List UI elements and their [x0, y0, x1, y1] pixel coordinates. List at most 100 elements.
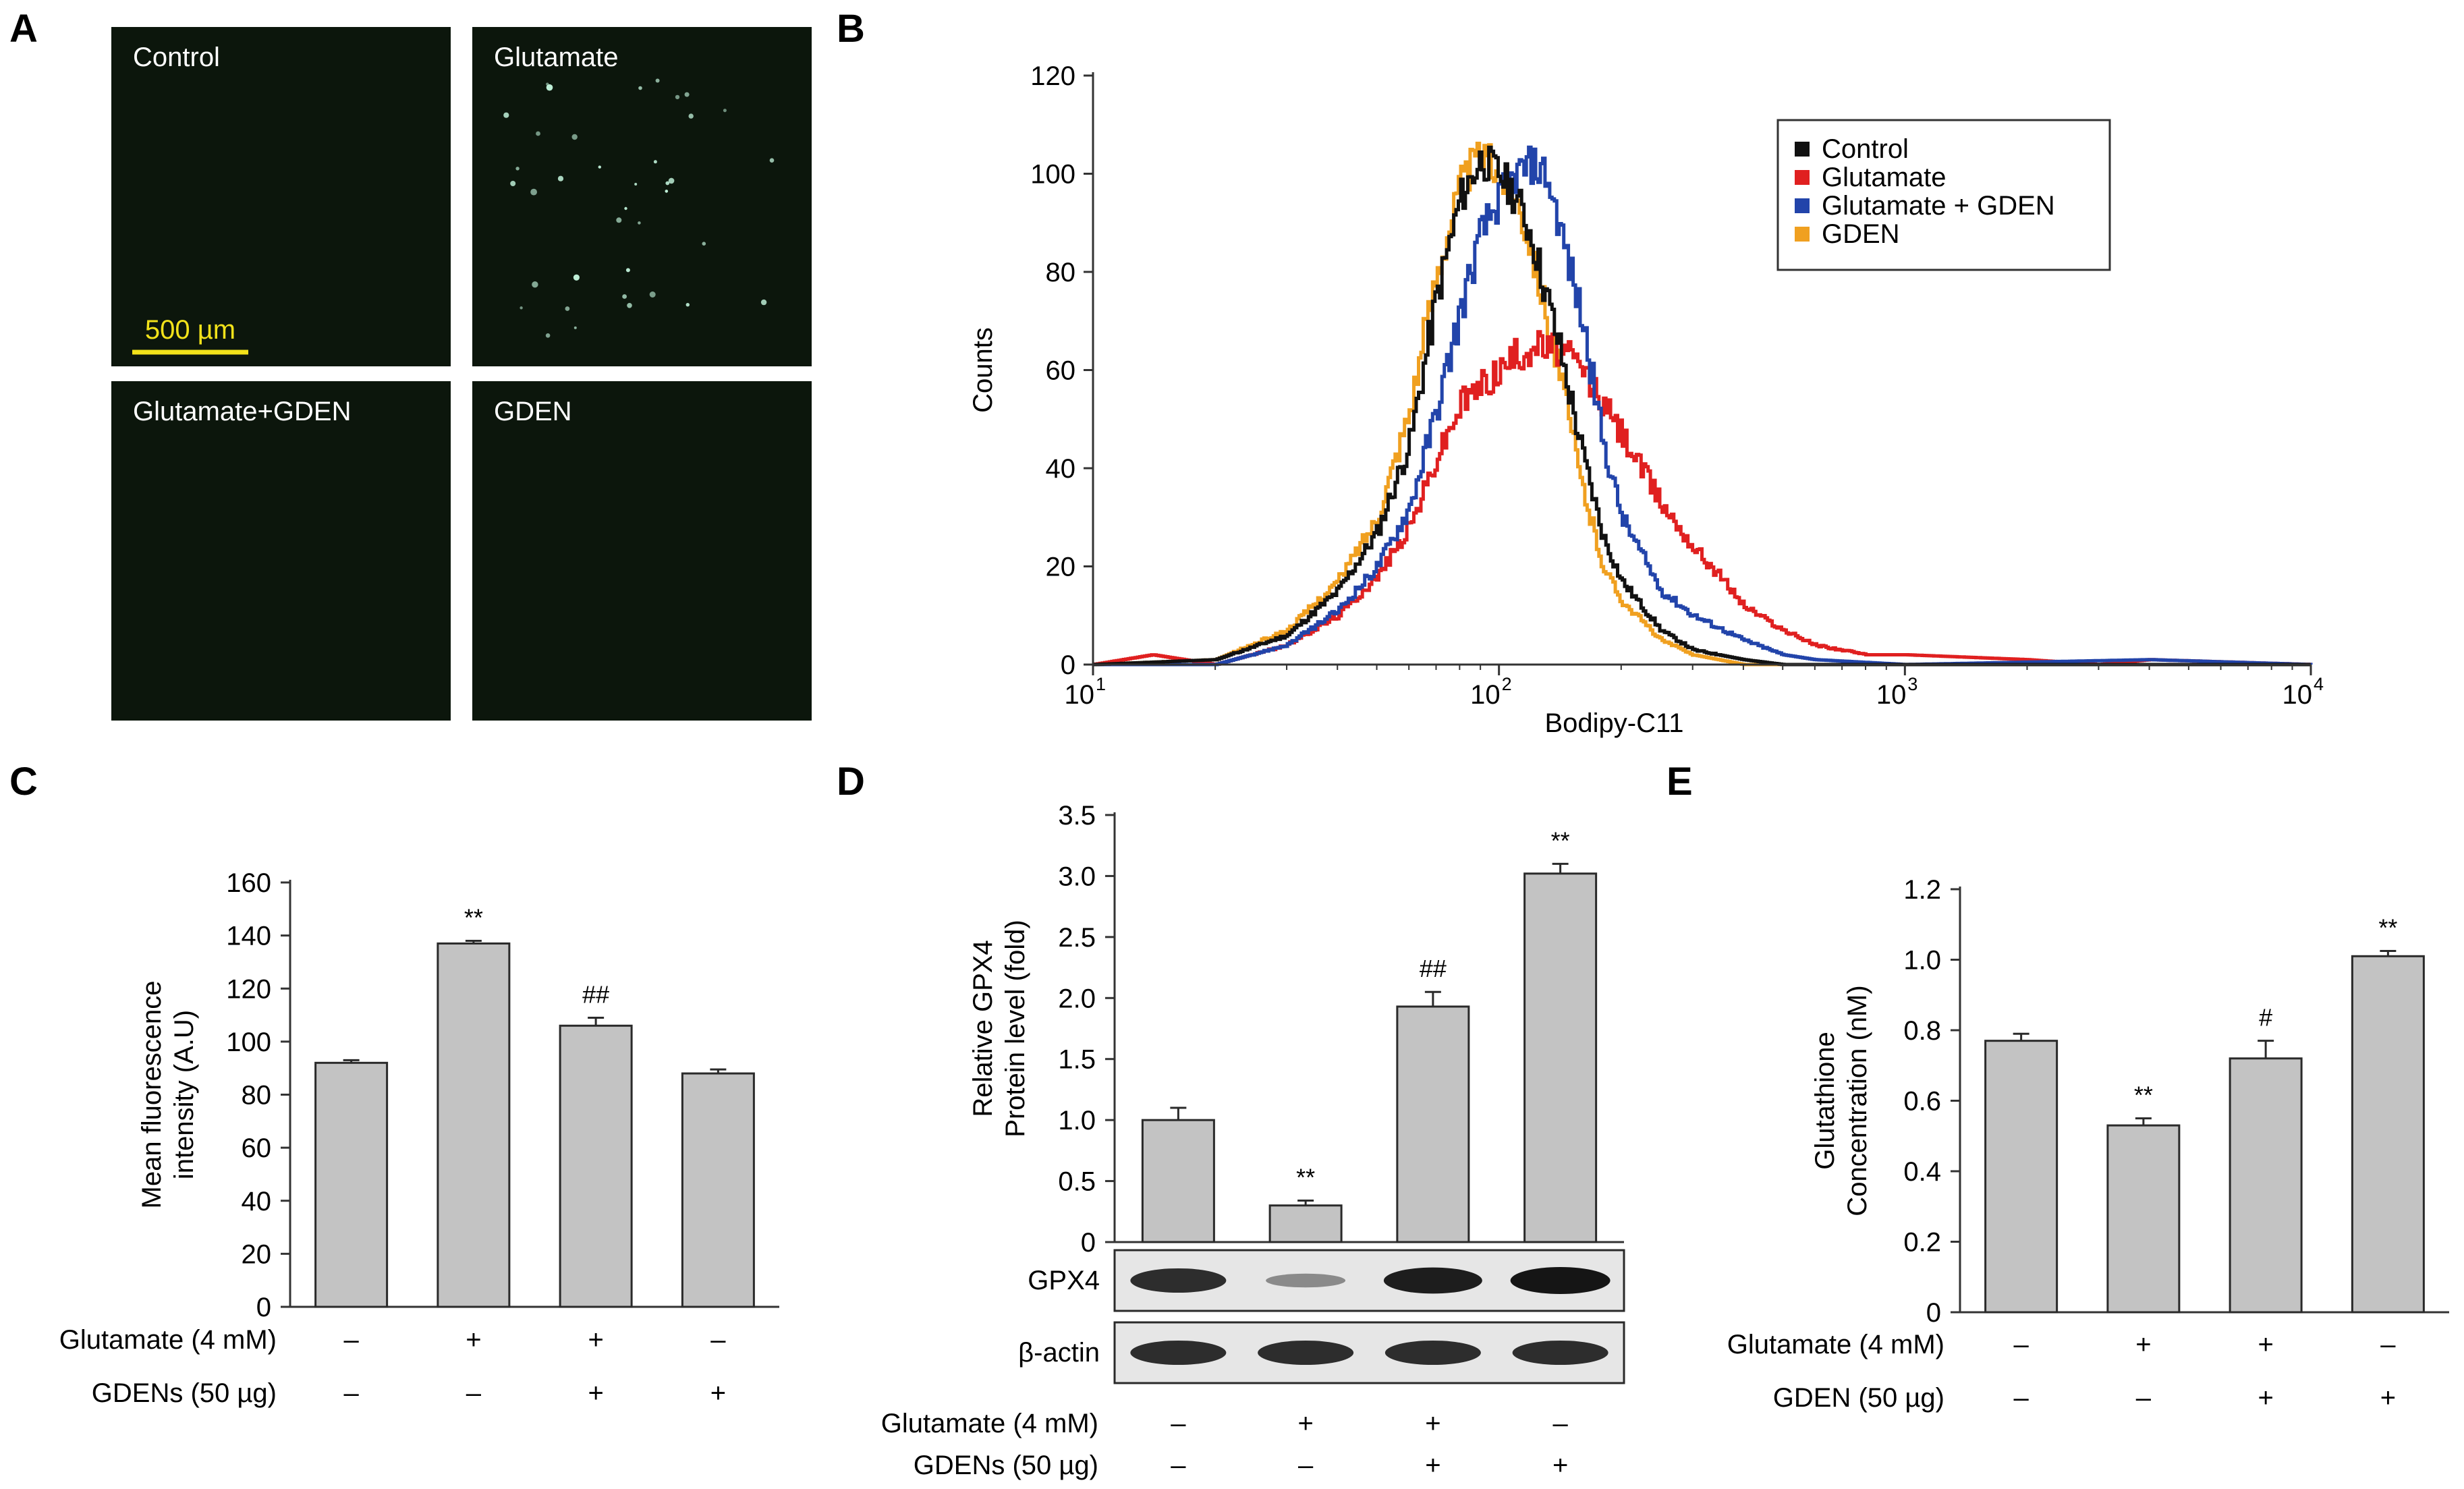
bar [2229, 1057, 2303, 1314]
fluorescent-cell [616, 217, 622, 223]
panel-label-a: A [9, 7, 38, 51]
glutathione-bar-chart: 0 0.2 0.4 0.6 0.8 1.0 1.2 Glutathione Concentrat… [1727, 875, 2449, 1413]
y-tick-label: 2.5 [1058, 923, 1096, 953]
y-axis-title-line: Protein level (fold) [1001, 920, 1030, 1137]
condition-sign: + [1297, 1409, 1313, 1438]
micrograph-image [472, 27, 812, 366]
condition-sign: – [344, 1325, 360, 1355]
y-tick-label: 0.4 [1903, 1157, 1941, 1187]
histogram-series-glutamate-gden [1093, 145, 2313, 667]
micrograph-grid: Control Glutamate Glutamate+GDEN GDEN 500 µm [111, 27, 812, 721]
blot-band [1258, 1340, 1354, 1366]
significance-marker: ** [1296, 1164, 1315, 1191]
y-axis-title: Glutathione Concentration (nM) [1810, 985, 1872, 1216]
x-tick-exponent: 4 [2314, 674, 2324, 694]
fluorescent-cell [546, 84, 553, 91]
bar [559, 1024, 633, 1308]
fluorescent-cell [675, 94, 680, 100]
x-tick-exponent: 1 [1096, 674, 1106, 694]
y-axis-title: Relative GPX4 Protein level (fold) [968, 920, 1030, 1137]
legend-swatch [1795, 198, 1810, 213]
fluorescent-cell [638, 221, 641, 225]
y-axis-title-line: Relative GPX4 [968, 940, 998, 1117]
blot-label: GPX4 [1028, 1266, 1100, 1295]
x-tick-label: 10 2 [1470, 674, 1512, 710]
legend-entry: Control [1822, 134, 1909, 164]
micrograph-label: Control [133, 43, 220, 72]
condition-label: GDENs (50 µg) [914, 1451, 1098, 1480]
blot-band [1512, 1340, 1608, 1366]
blot-band [1383, 1267, 1482, 1294]
significance-marker: ## [1420, 955, 1447, 982]
fluorescent-cell [573, 326, 577, 329]
significance-marker: ** [2134, 1081, 2153, 1109]
micrograph-tile: GDEN [472, 381, 812, 721]
bar [314, 1061, 389, 1308]
condition-sign: + [1425, 1409, 1440, 1438]
y-tick-label: 0 [1061, 650, 1075, 680]
micrograph-label: Glutamate+GDEN [133, 397, 351, 426]
blot-band [1384, 1340, 1481, 1366]
x-tick-base: 10 [1470, 680, 1501, 710]
fluorescent-cell [638, 86, 642, 90]
fluorescent-cell [545, 333, 551, 338]
fluorescent-cell [571, 134, 578, 140]
y-tick-label: 80 [1046, 258, 1076, 287]
micrograph-tile: Glutamate [472, 27, 812, 366]
condition-sign: + [466, 1325, 481, 1355]
y-tick-label: 0 [256, 1293, 271, 1322]
condition-sign: + [588, 1378, 603, 1408]
condition-label: Glutamate (4 mM) [59, 1325, 277, 1355]
micrograph-image [472, 381, 812, 721]
micrograph-image [111, 27, 451, 366]
panel-label-c: C [9, 760, 38, 804]
fluorescent-cell [520, 306, 523, 310]
legend-swatch [1795, 142, 1810, 157]
condition-sign: + [2380, 1383, 2396, 1413]
y-tick-label: 3.0 [1058, 862, 1096, 891]
fluorescence-bar-chart: 0 20 40 60 80 100 120 140 160 Mean fluorescence in… [59, 868, 779, 1408]
bar [1523, 872, 1598, 1243]
condition-label: GDEN (50 µg) [1773, 1383, 1944, 1413]
histogram-series-glutamate [1093, 330, 2313, 667]
bar [1984, 1040, 2059, 1314]
condition-sign: + [2258, 1383, 2273, 1413]
bar [437, 942, 511, 1308]
y-tick-label: 0.2 [1903, 1228, 1941, 1258]
y-tick-label: 1.0 [1903, 946, 1941, 976]
fluorescent-cell [723, 109, 727, 113]
fluorescent-cell [546, 82, 549, 86]
y-tick-label: 1.5 [1058, 1045, 1096, 1075]
fluorescent-cell [503, 112, 509, 118]
micrograph-label: Glutamate [494, 43, 619, 72]
histogram-series-gden [1093, 142, 2311, 667]
significance-marker: ** [464, 903, 483, 931]
condition-sign: – [1553, 1409, 1569, 1438]
condition-sign: – [2380, 1330, 2396, 1359]
fluorescent-cell [627, 303, 632, 308]
blot-band [1510, 1267, 1611, 1294]
fluorescent-cell [760, 299, 767, 306]
micrograph-label: GDEN [494, 397, 572, 426]
y-tick-label: 40 [242, 1187, 272, 1216]
condition-sign: – [1298, 1451, 1314, 1480]
fluorescent-cell [532, 281, 538, 288]
y-tick-label: 80 [242, 1081, 272, 1111]
y-axis-title-line: Glutathione [1810, 1032, 1840, 1170]
fluorescent-cell [557, 175, 564, 181]
micrograph-tile: Glutamate+GDEN [111, 381, 451, 721]
fluorescent-cell [565, 306, 570, 311]
bar [1141, 1119, 1215, 1243]
fluorescent-cell [665, 190, 669, 193]
condition-label: GDENs (50 µg) [92, 1378, 277, 1408]
y-tick-label: 0 [1926, 1298, 1941, 1328]
scale-bar-label: 500 µm [145, 315, 235, 345]
legend-frame [1776, 119, 2111, 271]
y-axis-title-line: Concentration (nM) [1843, 985, 1872, 1216]
y-tick-label: 1.0 [1058, 1106, 1096, 1135]
fluorescent-cell [688, 113, 694, 119]
fluorescent-cell [665, 181, 670, 186]
y-tick-label: 140 [226, 922, 271, 951]
legend-entry: GDEN [1822, 219, 1900, 249]
